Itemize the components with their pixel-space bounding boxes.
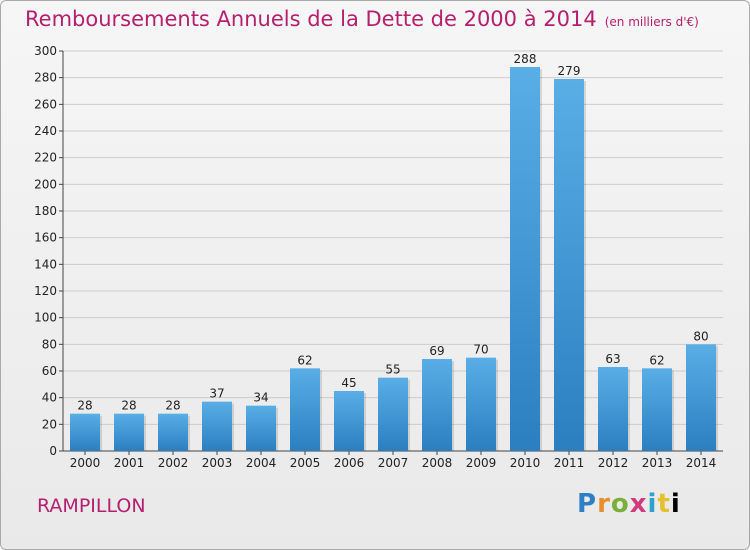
title-text: Remboursements Annuels de la Dette de 20… xyxy=(25,7,597,31)
data-label: 279 xyxy=(558,64,581,78)
data-label: 80 xyxy=(693,329,708,343)
data-label: 55 xyxy=(385,363,400,377)
y-tick-label: 240 xyxy=(34,124,57,138)
bar-2002 xyxy=(158,413,188,451)
data-label: 34 xyxy=(253,391,268,405)
bar-2014 xyxy=(686,344,716,451)
data-label: 62 xyxy=(649,353,664,367)
proxiti-logo: Proxiti xyxy=(577,489,681,519)
x-tick-label: 2001 xyxy=(114,456,145,470)
data-label: 62 xyxy=(297,353,312,367)
logo-letter: i xyxy=(670,489,681,519)
logo-letter: t xyxy=(657,489,671,519)
data-label: 28 xyxy=(77,399,92,413)
x-tick-label: 2000 xyxy=(70,456,101,470)
data-label: 63 xyxy=(605,352,620,366)
x-tick-label: 2009 xyxy=(466,456,497,470)
bar-2010 xyxy=(510,67,540,451)
y-tick-label: 180 xyxy=(34,204,57,218)
bar-2007 xyxy=(378,377,408,451)
x-tick-label: 2006 xyxy=(334,456,365,470)
x-tick-label: 2007 xyxy=(378,456,409,470)
data-label: 288 xyxy=(514,52,537,66)
bar-2011 xyxy=(554,79,584,451)
x-tick-label: 2005 xyxy=(290,456,321,470)
bar-2003 xyxy=(202,401,232,451)
bar-2009 xyxy=(466,357,496,451)
logo-letter: i xyxy=(647,489,658,519)
x-tick-label: 2010 xyxy=(510,456,541,470)
bar-2008 xyxy=(422,359,452,451)
bars xyxy=(70,67,718,451)
y-tick-label: 140 xyxy=(34,257,57,271)
y-tick-label: 220 xyxy=(34,151,57,165)
bar-2013 xyxy=(642,368,672,451)
y-tick-label: 20 xyxy=(42,417,57,431)
labels: 0 20 40 60 80 100 120 140 160 180 200 220 240 260 280 3… xyxy=(34,44,716,470)
x-tick-label: 2008 xyxy=(422,456,453,470)
y-tick-label: 40 xyxy=(42,391,57,405)
y-tick-label: 0 xyxy=(49,444,57,458)
y-tick-label: 100 xyxy=(34,311,57,325)
x-tick-label: 2013 xyxy=(642,456,673,470)
y-tick-label: 260 xyxy=(34,97,57,111)
data-label: 70 xyxy=(473,343,488,357)
logo-letter: x xyxy=(629,489,648,519)
data-label: 28 xyxy=(165,399,180,413)
y-tick-label: 120 xyxy=(34,284,57,298)
data-label: 45 xyxy=(341,376,356,390)
y-tick-label: 60 xyxy=(42,364,57,378)
x-tick-label: 2004 xyxy=(246,456,277,470)
logo-letter: r xyxy=(597,489,611,519)
x-tick-label: 2011 xyxy=(554,456,585,470)
data-label: 37 xyxy=(209,387,224,401)
x-tick-label: 2002 xyxy=(158,456,189,470)
x-tick-label: 2014 xyxy=(686,456,717,470)
bar-2005 xyxy=(290,368,320,451)
bar-2012 xyxy=(598,367,628,451)
y-tick-label: 200 xyxy=(34,177,57,191)
y-tick-label: 300 xyxy=(34,44,57,58)
unit-label: (en milliers d'€) xyxy=(604,15,699,29)
logo-letter: o xyxy=(610,489,630,519)
bar-2006 xyxy=(334,391,364,451)
bar-2000 xyxy=(70,413,100,451)
y-tick-label: 80 xyxy=(42,337,57,351)
logo-letter: P xyxy=(577,489,598,519)
x-tick-label: 2012 xyxy=(598,456,629,470)
chart-title: Remboursements Annuels de la Dette de 20… xyxy=(25,7,699,31)
y-tick-label: 280 xyxy=(34,71,57,85)
y-tick-label: 160 xyxy=(34,231,57,245)
data-label: 69 xyxy=(429,344,444,358)
commune-name: RAMPILLON xyxy=(37,495,146,517)
data-label: 28 xyxy=(121,399,136,413)
bar-2001 xyxy=(114,413,144,451)
x-tick-label: 2003 xyxy=(202,456,233,470)
bar-2004 xyxy=(246,405,276,451)
